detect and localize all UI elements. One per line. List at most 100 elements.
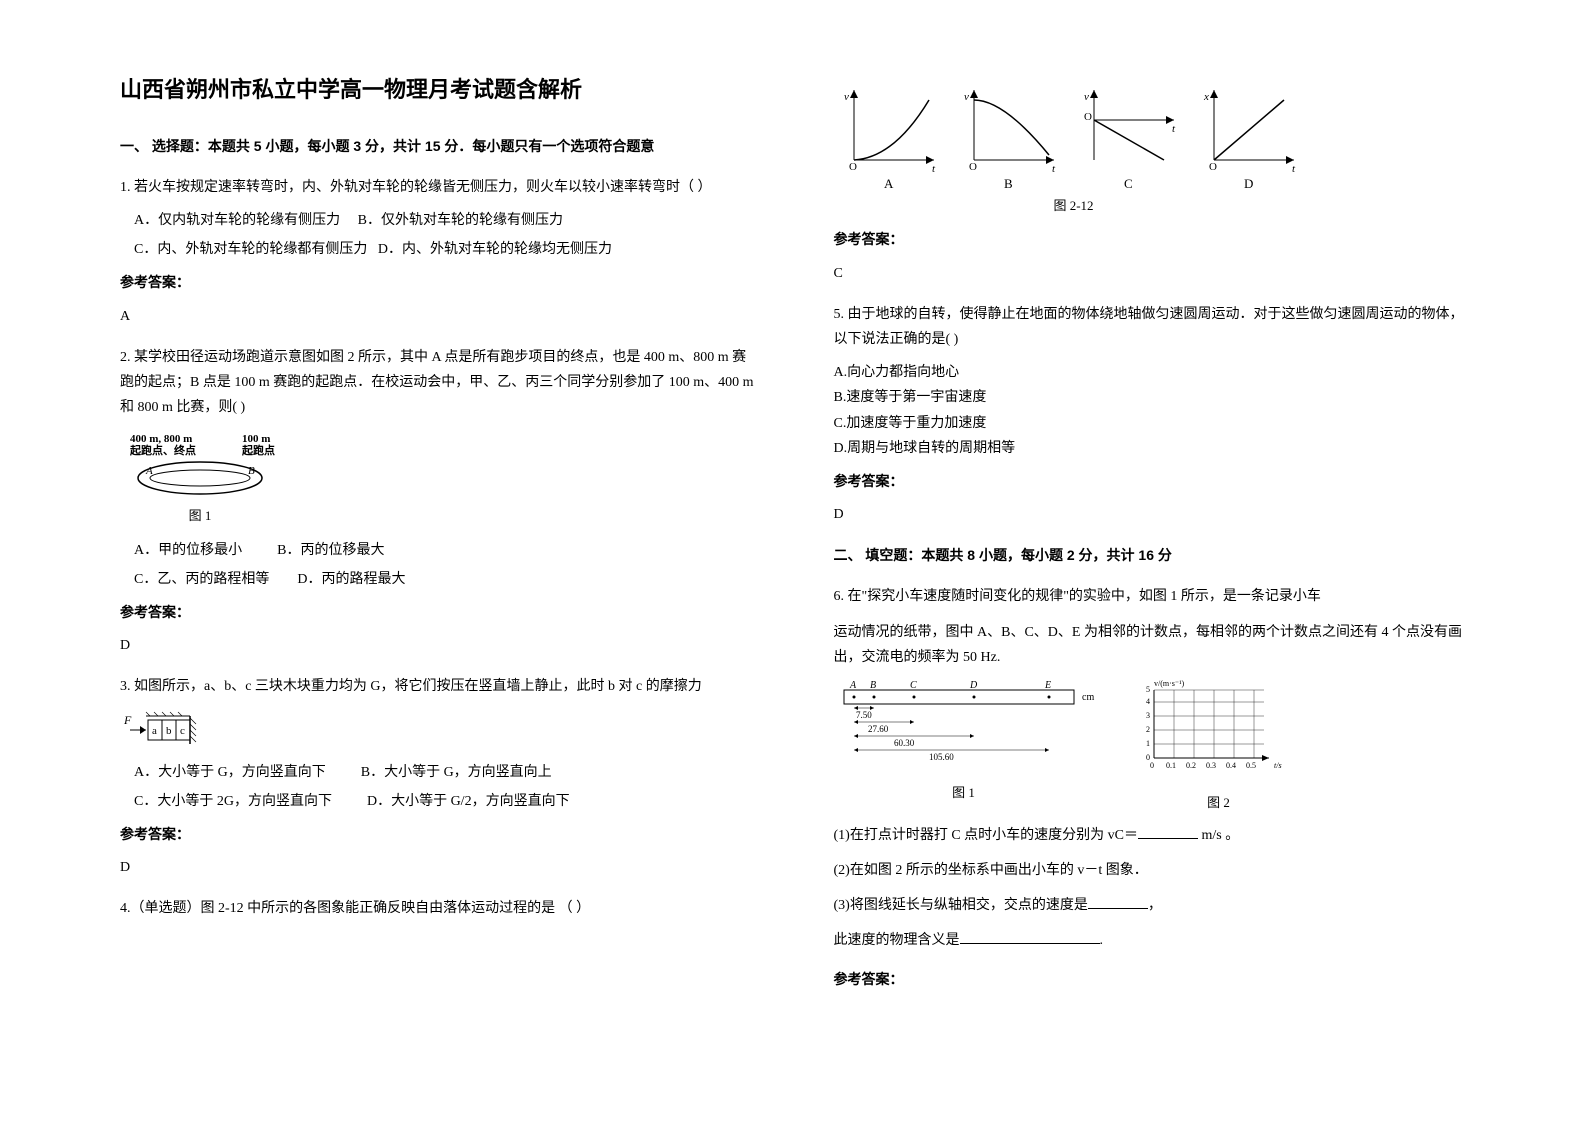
q6-figures-row: A B C D E cm 7.50 27.60 60.30 105.60 <box>834 678 1468 815</box>
q4-label-b: B <box>1004 176 1013 190</box>
svg-text:O: O <box>849 161 857 173</box>
svg-text:t: t <box>932 163 936 175</box>
svg-text:A: A <box>145 465 153 477</box>
q1-options-ab: A．仅内轨对车轮的轮缘有侧压力 B．仅外轨对车轮的轮缘有侧压力 <box>120 208 754 233</box>
right-column: v t O v t O v <box>794 70 1488 1072</box>
svg-text:C: C <box>910 680 917 691</box>
svg-text:0.5: 0.5 <box>1246 761 1256 770</box>
svg-text:O: O <box>1209 161 1217 173</box>
q1-opt-c: C．内、外轨对车轮的轮缘都有侧压力 <box>134 242 367 257</box>
q3-opt-d: D．大小等于 G/2，方向竖直向下 <box>367 794 570 809</box>
q4-text: 4.（单选题）图 2-12 中所示的各图象能正确反映自由落体运动过程的是 （ ） <box>120 896 754 921</box>
q1-text: 1. 若火车按规定速率转弯时，内、外轨对车轮的轮缘皆无侧压力，则火车以较小速率转… <box>120 175 754 200</box>
q1-opt-d: D．内、外轨对车轮的轮缘均无侧压力 <box>378 242 612 257</box>
svg-text:0: 0 <box>1150 761 1154 770</box>
svg-text:100 m: 100 m <box>242 433 270 445</box>
section-2-header: 二、 填空题：本题共 8 小题，每小题 2 分，共计 16 分 <box>834 543 1468 568</box>
document-title: 山西省朔州市私立中学高一物理月考试题含解析 <box>120 70 754 110</box>
q6-tape-figure: A B C D E cm 7.50 27.60 60.30 105.60 <box>834 678 1104 815</box>
svg-text:7.50: 7.50 <box>856 710 872 720</box>
question-6: 6. 在"探究小车速度随时间变化的规律"的实验中，如图 1 所示，是一条记录小车… <box>834 584 1468 992</box>
q6-blank-intercept <box>1088 895 1148 909</box>
svg-text:A: A <box>849 680 857 691</box>
svg-text:x: x <box>1203 91 1209 103</box>
q5-answer-label: 参考答案： <box>834 469 1468 494</box>
q5-text: 5. 由于地球的自转，使得静止在地面的物体绕地轴做匀速圆周运动．对于这些做匀速圆… <box>834 302 1468 352</box>
svg-text:O: O <box>969 161 977 173</box>
svg-text:B: B <box>870 680 876 691</box>
svg-text:E: E <box>1044 680 1051 691</box>
q2-options-cd: C．乙、丙的路程相等 D．丙的路程最大 <box>120 567 754 592</box>
q3-options-ab: A．大小等于 G，方向竖直向下 B．大小等于 G，方向竖直向上 <box>120 760 754 785</box>
question-4: 4.（单选题）图 2-12 中所示的各图象能正确反映自由落体运动过程的是 （ ） <box>120 896 754 921</box>
q5-answer: D <box>834 502 1468 527</box>
q4-fig-caption: 图 2-12 <box>834 194 1314 217</box>
q6-sub1-b: m/s 。 <box>1198 828 1239 843</box>
q6-text1: 6. 在"探究小车速度随时间变化的规律"的实验中，如图 1 所示，是一条记录小车 <box>834 584 1468 609</box>
svg-text:b: b <box>166 725 172 737</box>
q2-fig-caption: 图 1 <box>120 504 280 527</box>
svg-text:60.30: 60.30 <box>894 738 915 748</box>
q2-opt-c: C．乙、丙的路程相等 <box>134 572 269 587</box>
svg-text:v: v <box>964 91 969 103</box>
q3-text: 3. 如图所示，a、b、c 三块木块重力均为 G，将它们按压在竖直墙上静止，此时… <box>120 674 754 699</box>
q6-sub4-line: 此速度的物理含义是. <box>834 928 1468 953</box>
svg-text:t/s: t/s <box>1274 761 1282 770</box>
q2-answer-label: 参考答案： <box>120 600 754 625</box>
q1-opt-b: B．仅外轨对车轮的轮缘有侧压力 <box>358 213 563 228</box>
svg-text:D: D <box>969 680 978 691</box>
q5-opt-b: B.速度等于第一宇宙速度 <box>834 385 1468 410</box>
q6-blank-meaning <box>960 930 1100 944</box>
q4-answer-label: 参考答案： <box>834 227 1468 252</box>
q1-options-cd: C．内、外轨对车轮的轮缘都有侧压力 D．内、外轨对车轮的轮缘均无侧压力 <box>120 237 754 262</box>
svg-text:O: O <box>1084 111 1092 123</box>
svg-text:0.1: 0.1 <box>1166 761 1176 770</box>
svg-text:400 m, 800 m: 400 m, 800 m <box>130 433 192 445</box>
q2-opt-a: A．甲的位移最小 <box>134 543 242 558</box>
q6-fig2-caption: 图 2 <box>1134 791 1304 814</box>
q6-fig1-caption: 图 1 <box>834 781 1094 804</box>
svg-text:t: t <box>1052 163 1056 175</box>
q6-sub3: (3)将图线延长与纵轴相交，交点的速度是 <box>834 898 1088 913</box>
q3-answer: D <box>120 855 754 880</box>
svg-text:3: 3 <box>1146 711 1150 720</box>
q1-answer-label: 参考答案： <box>120 270 754 295</box>
q6-grid-figure: v/(m·s⁻¹) <box>1134 678 1304 815</box>
q2-track-figure: 400 m, 800 m 起跑点、终点 100 m 起跑点 A B 图 1 <box>120 430 754 527</box>
q3-opt-a: A．大小等于 G，方向竖直向下 <box>134 765 326 780</box>
svg-text:5: 5 <box>1146 685 1150 694</box>
q2-opt-b: B．丙的位移最大 <box>277 543 384 558</box>
q3-opt-b: B．大小等于 G，方向竖直向上 <box>361 765 552 780</box>
q4-label-a: A <box>884 176 894 190</box>
q6-sub1: (1)在打点计时器打 C 点时小车的速度分别为 vC＝ m/s 。 <box>834 823 1468 848</box>
q6-answer-label: 参考答案： <box>834 967 1468 992</box>
q6-sub3-line: (3)将图线延长与纵轴相交，交点的速度是 ， <box>834 893 1468 918</box>
svg-text:起跑点: 起跑点 <box>241 443 275 457</box>
q6-sub4-tail: . <box>1100 933 1104 948</box>
question-3: 3. 如图所示，a、b、c 三块木块重力均为 G，将它们按压在竖直墙上静止，此时… <box>120 674 754 880</box>
svg-text:F: F <box>123 713 132 727</box>
q3-options-cd: C．大小等于 2G，方向竖直向下 D．大小等于 G/2，方向竖直向下 <box>120 789 754 814</box>
q6-sub3-tail: ， <box>1148 898 1162 913</box>
svg-text:t: t <box>1292 163 1296 175</box>
q2-options-ab: A．甲的位移最小 B．丙的位移最大 <box>120 538 754 563</box>
q1-opt-a: A．仅内轨对车轮的轮缘有侧压力 <box>134 213 340 228</box>
svg-text:4: 4 <box>1146 697 1150 706</box>
svg-text:27.60: 27.60 <box>868 724 889 734</box>
q5-opt-d: D.周期与地球自转的周期相等 <box>834 436 1468 461</box>
q3-opt-c: C．大小等于 2G，方向竖直向下 <box>134 794 332 809</box>
q4-label-d: D <box>1244 176 1253 190</box>
q4-answer: C <box>834 261 1468 286</box>
question-5: 5. 由于地球的自转，使得静止在地面的物体绕地轴做匀速圆周运动．对于这些做匀速圆… <box>834 302 1468 528</box>
q6-sub1-a: (1)在打点计时器打 C 点时小车的速度分别为 vC＝ <box>834 828 1139 843</box>
svg-text:1: 1 <box>1146 739 1150 748</box>
question-1: 1. 若火车按规定速率转弯时，内、外轨对车轮的轮缘皆无侧压力，则火车以较小速率转… <box>120 175 754 329</box>
q2-text: 2. 某学校田径运动场跑道示意图如图 2 所示，其中 A 点是所有跑步项目的终点… <box>120 345 754 421</box>
svg-text:105.60: 105.60 <box>929 752 954 762</box>
q3-answer-label: 参考答案： <box>120 822 754 847</box>
q2-answer: D <box>120 633 754 658</box>
q3-blocks-figure: F a b c <box>120 710 754 750</box>
q5-opt-c: C.加速度等于重力加速度 <box>834 411 1468 436</box>
q6-sub2: (2)在如图 2 所示的坐标系中画出小车的 v－t 图象． <box>834 858 1468 883</box>
q6-blank-vc <box>1138 825 1198 839</box>
